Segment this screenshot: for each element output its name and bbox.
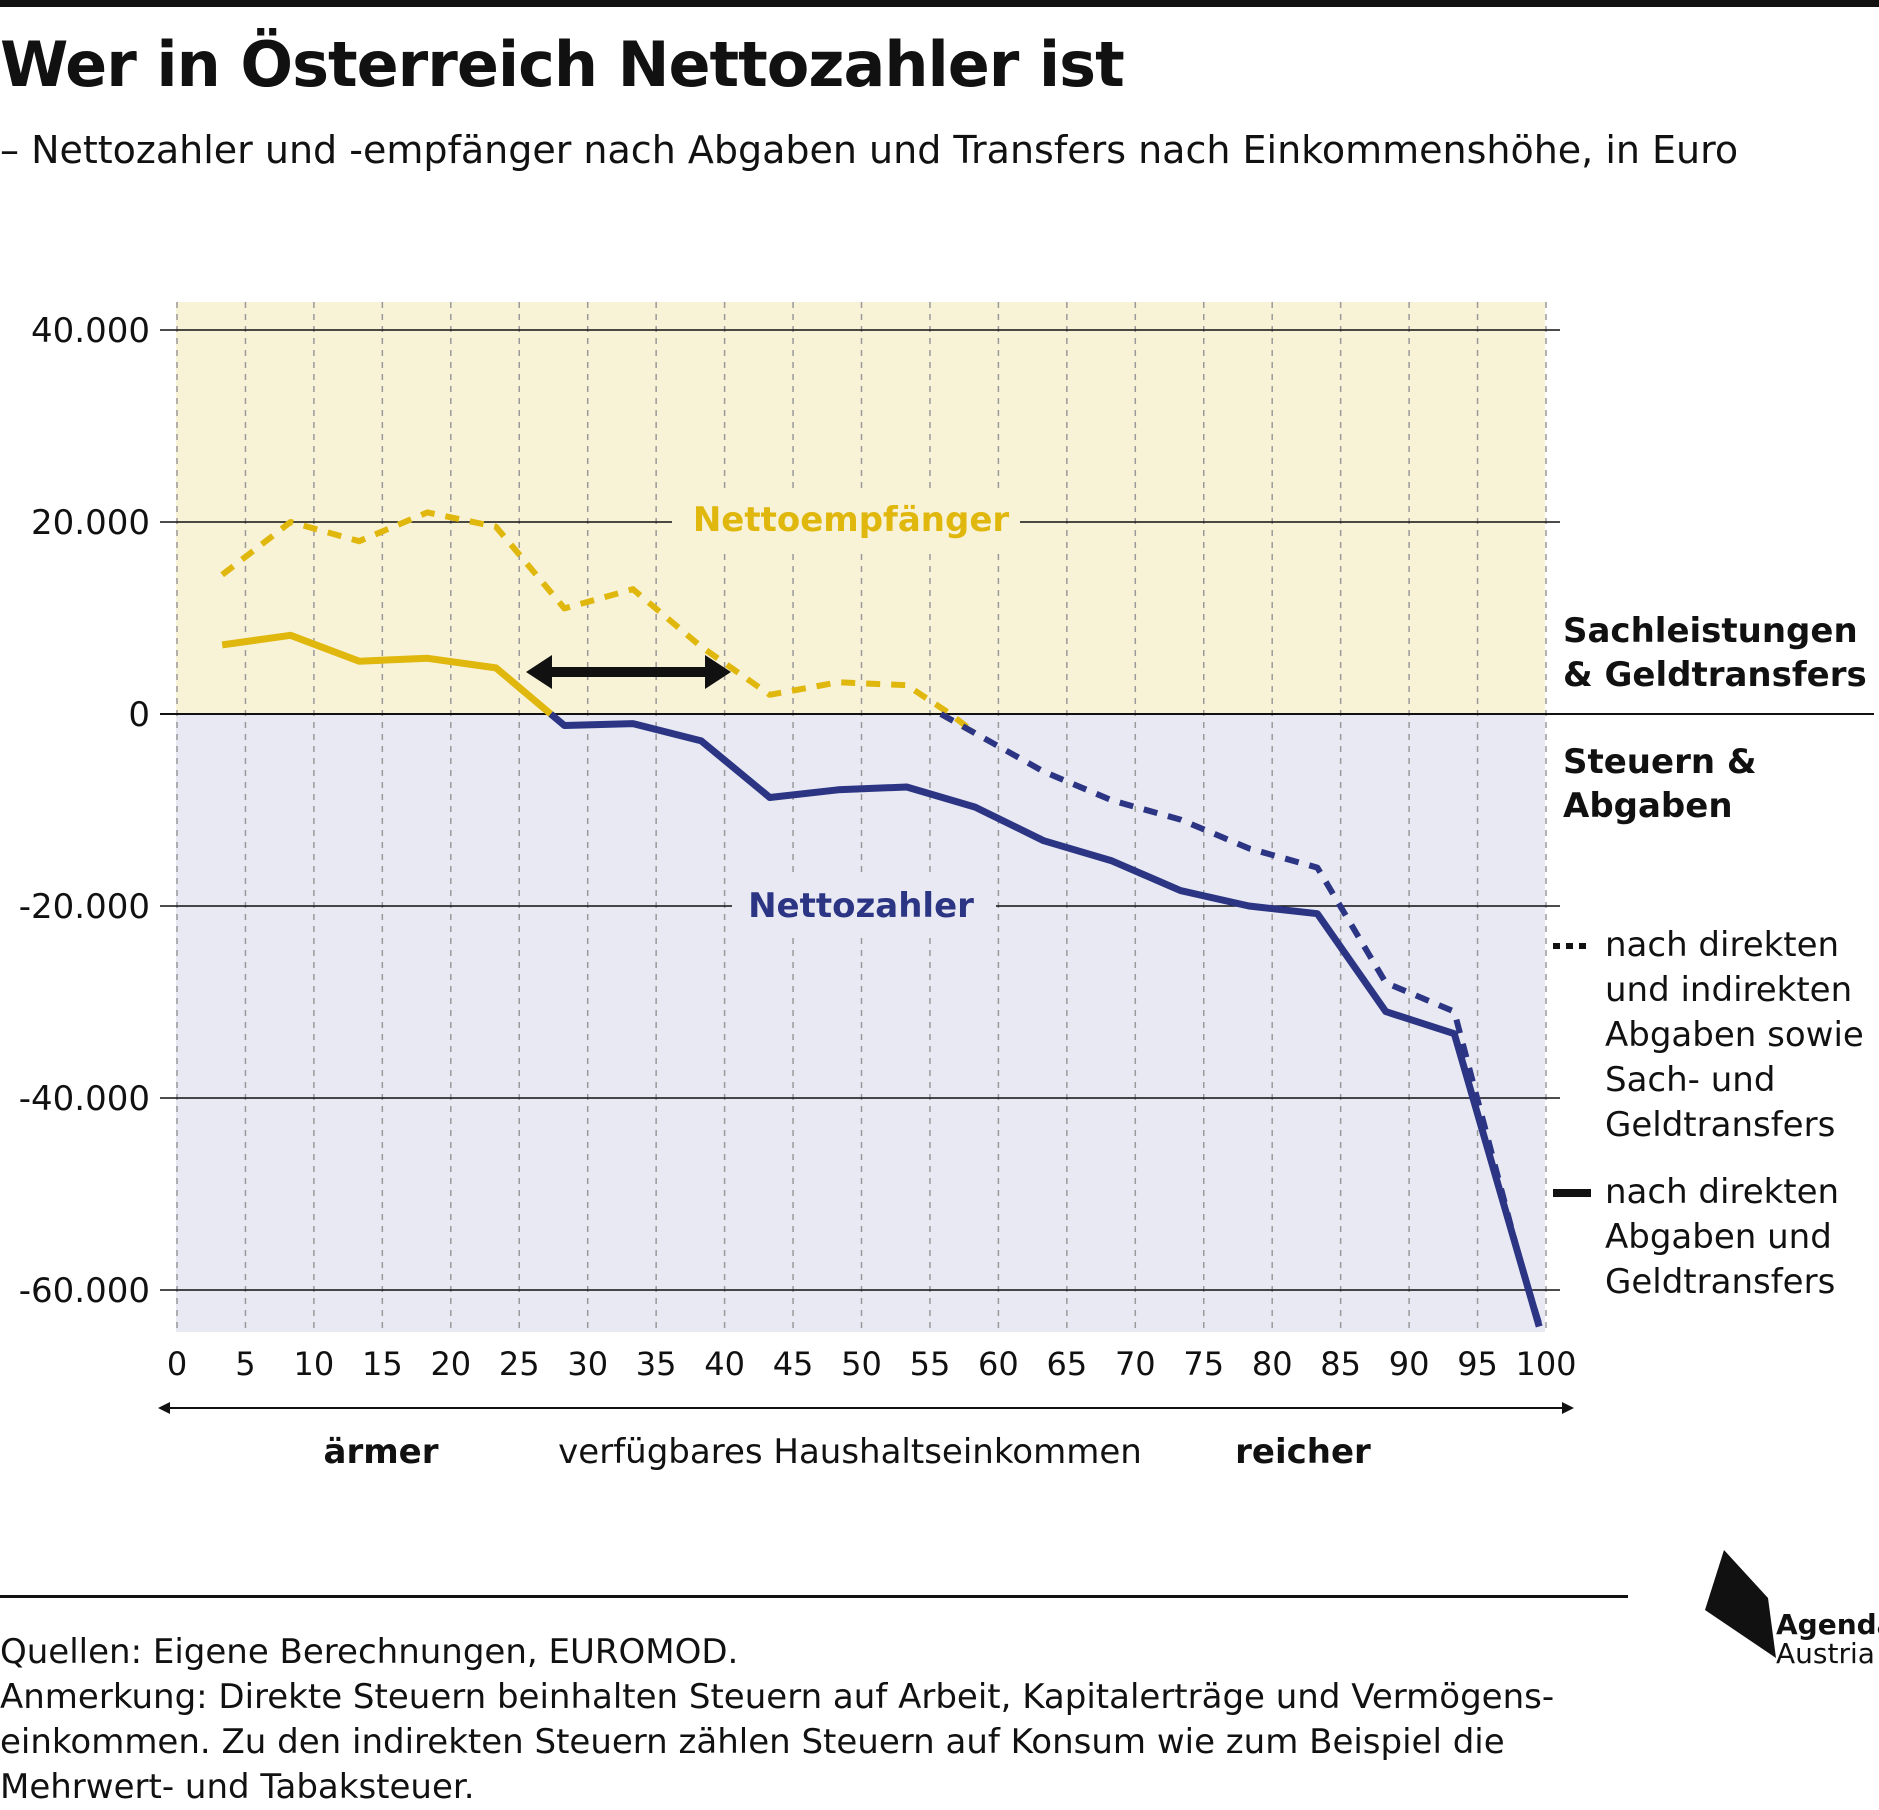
x-tick-label: 80 xyxy=(1252,1345,1293,1383)
right-label-positive-line2: & Geldtransfers xyxy=(1563,655,1867,695)
payer-zone-background xyxy=(176,714,1545,1332)
x-tick-label: 50 xyxy=(841,1345,882,1383)
x-tick-label: 0 xyxy=(167,1345,187,1383)
line-chart: 40.000 20.000 0 -20.000 -40.000 -60.000 0 5 10 1… xyxy=(0,0,1879,1500)
x-axis-title: verfügbares Haushaltseinkommen xyxy=(558,1432,1142,1472)
x-tick-label: 15 xyxy=(362,1345,403,1383)
x-tick-label: 5 xyxy=(235,1345,255,1383)
right-label-positive-line1: Sachleistungen xyxy=(1563,611,1858,651)
x-tick-label: 45 xyxy=(773,1345,814,1383)
x-tick-label: 20 xyxy=(430,1345,471,1383)
x-tick-label: 90 xyxy=(1389,1345,1430,1383)
legend-line: Geldtransfers xyxy=(1605,1105,1835,1145)
x-tick-label: 85 xyxy=(1320,1345,1361,1383)
x-tick-label: 25 xyxy=(499,1345,540,1383)
y-tick-label: -40.000 xyxy=(19,1079,150,1119)
legend-dashed-label: nach direkten und indirekten Abgaben sowie… xyxy=(1605,925,1864,1145)
legend-line: Abgaben sowie xyxy=(1605,1015,1864,1055)
x-tick-label: 30 xyxy=(567,1345,608,1383)
y-tick-label: 40.000 xyxy=(31,311,150,351)
legend-line: nach direkten xyxy=(1605,925,1839,965)
y-tick-label: 20.000 xyxy=(31,503,150,543)
zone-label-payer: Nettozahler xyxy=(748,886,974,926)
x-tick-label: 70 xyxy=(1115,1345,1156,1383)
logo-text-austria: Austria xyxy=(1776,1637,1875,1670)
x-axis-label-richer: reicher xyxy=(1235,1432,1371,1472)
x-tick-label: 60 xyxy=(978,1345,1019,1383)
sources-text: Quellen: Eigene Berechnungen, EUROMOD. xyxy=(0,1630,738,1675)
legend-line: Geldtransfers xyxy=(1605,1262,1835,1302)
y-axis-ticks: 40.000 20.000 0 -20.000 -40.000 -60.000 xyxy=(19,311,150,1311)
x-tick-label: 35 xyxy=(636,1345,677,1383)
x-axis-label-poorer: ärmer xyxy=(324,1432,439,1472)
x-tick-label: 55 xyxy=(910,1345,951,1383)
right-label-negative-line2: Abgaben xyxy=(1563,786,1733,826)
legend-line: nach direkten xyxy=(1605,1172,1839,1212)
note-line-3: Mehrwert- und Tabaksteuer. xyxy=(0,1765,475,1810)
x-tick-label: 75 xyxy=(1183,1345,1224,1383)
legend: nach direkten und indirekten Abgaben sowie… xyxy=(1553,925,1864,1302)
y-tick-label: -60.000 xyxy=(19,1271,150,1311)
x-tick-label: 95 xyxy=(1457,1345,1498,1383)
note-line-1: Anmerkung: Direkte Steuern beinhalten St… xyxy=(0,1675,1554,1720)
legend-solid-label: nach direkten Abgaben und Geldtransfers xyxy=(1605,1172,1839,1302)
legend-line: Abgaben und xyxy=(1605,1217,1832,1257)
zone-label-recipient: Nettoempfänger xyxy=(693,500,1010,540)
y-tick-label: 0 xyxy=(128,695,150,735)
right-label-negative-line1: Steuern & xyxy=(1563,742,1757,782)
legend-line: Sach- und xyxy=(1605,1060,1775,1100)
note-line-2: einkommen. Zu den indirekten Steuern zäh… xyxy=(0,1720,1505,1765)
y-tick-label: -20.000 xyxy=(19,887,150,927)
x-axis-ticks: 0 5 10 15 20 25 30 35 40 45 50 55 60 65 70 75 80 85 90 95 10… xyxy=(167,1345,1577,1383)
x-axis-direction-arrow xyxy=(158,1402,1574,1414)
x-tick-label: 65 xyxy=(1046,1345,1087,1383)
x-tick-label: 40 xyxy=(704,1345,745,1383)
legend-line: und indirekten xyxy=(1605,970,1852,1010)
footer-rule xyxy=(0,1595,1628,1598)
x-tick-label: 10 xyxy=(294,1345,335,1383)
x-tick-label: 100 xyxy=(1515,1345,1576,1383)
